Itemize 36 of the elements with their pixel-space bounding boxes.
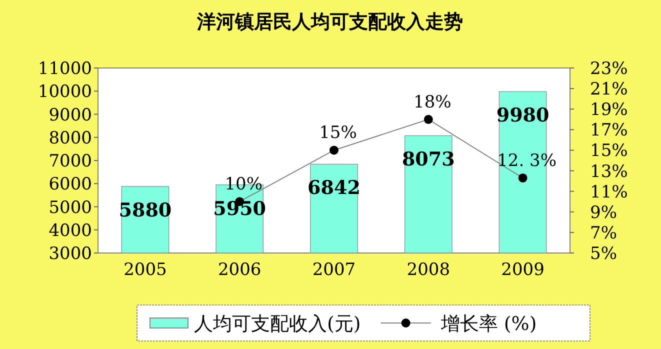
legend-label: 人均可支配收入(元) bbox=[194, 313, 361, 335]
y-tick-label: 4000 bbox=[48, 220, 92, 241]
y-tick-label: 3000 bbox=[48, 244, 92, 264]
y-tick-label: 6000 bbox=[48, 174, 92, 195]
y-tick-label: 10000 bbox=[38, 82, 92, 102]
data-label: 5880 bbox=[118, 199, 172, 222]
y2-tick-label: 21% bbox=[590, 80, 628, 100]
x-tick-label: 2005 bbox=[124, 260, 167, 280]
data-label: 6842 bbox=[308, 177, 360, 200]
y-tick-label: 5000 bbox=[48, 198, 92, 218]
y-tick-label: 7000 bbox=[48, 152, 92, 172]
y2-tick-label: 11% bbox=[590, 182, 628, 202]
data-label: 15% bbox=[319, 123, 357, 144]
y2-tick-label: 13% bbox=[590, 162, 628, 182]
legend-label: 增长率 (%) bbox=[440, 313, 537, 335]
x-tick-label: 2007 bbox=[312, 260, 356, 280]
y-tick-label: 11000 bbox=[38, 59, 92, 79]
y2-tick-label: 5% bbox=[590, 244, 617, 264]
chart-title: 洋河镇居民人均可支配收入走势 bbox=[196, 11, 463, 33]
x-tick-label: 2008 bbox=[406, 260, 450, 280]
data-label: 12. 3% bbox=[497, 150, 557, 171]
data-label: 10% bbox=[224, 174, 262, 195]
y2-tick-label: 9% bbox=[590, 202, 617, 223]
y-tick-label: 8000 bbox=[48, 128, 92, 148]
y2-tick-label: 19% bbox=[590, 100, 628, 120]
data-label: 9980 bbox=[496, 104, 550, 127]
x-tick-label: 2009 bbox=[501, 260, 544, 280]
y2-tick-label: 15% bbox=[590, 141, 628, 162]
data-label: 5950 bbox=[213, 198, 266, 220]
y2-tick-label: 7% bbox=[590, 223, 617, 244]
x-tick-label: 2006 bbox=[218, 260, 262, 280]
y2-tick-label: 23% bbox=[590, 59, 628, 79]
data-label: 8073 bbox=[402, 148, 455, 171]
y-tick-label: 9000 bbox=[48, 105, 92, 126]
y2-tick-label: 17% bbox=[590, 120, 628, 141]
data-label: 18% bbox=[414, 92, 452, 112]
